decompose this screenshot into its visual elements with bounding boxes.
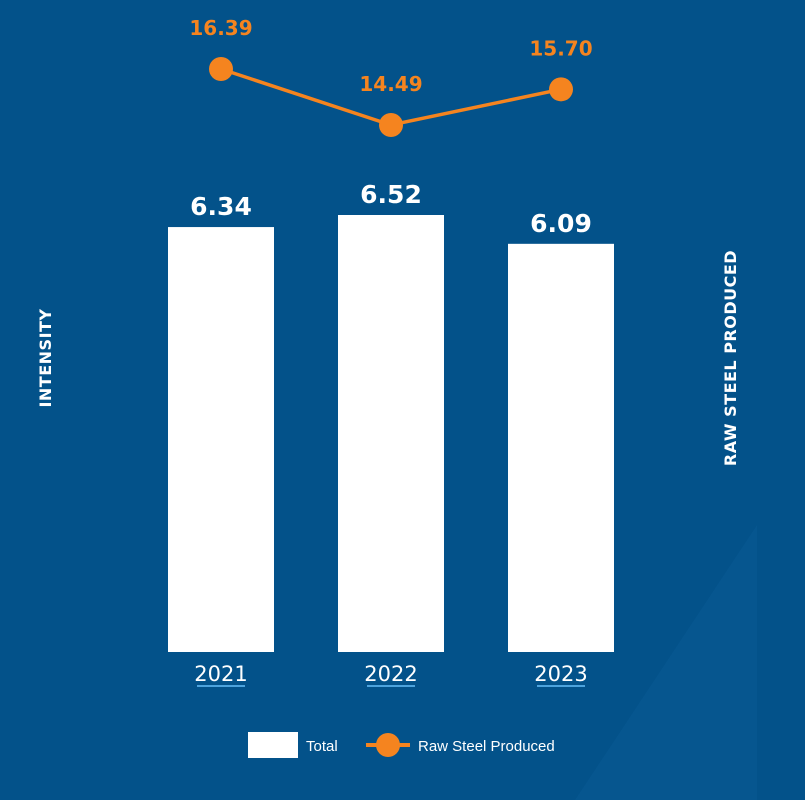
legend-label-total: Total [306,738,338,755]
line-value-label-2023: 15.70 [529,36,592,60]
bar-value-label-2021: 6.34 [190,192,252,221]
line-point-2021 [209,57,233,81]
bar-2022 [338,215,444,652]
bar-value-label-2023: 6.09 [530,209,592,238]
category-label-2021: 2021 [194,662,247,686]
y-axis-title: INTENSITY [36,308,55,407]
bar-2021 [168,227,274,652]
bar-value-labels: 6.34 6.52 6.09 [190,180,592,238]
line-point-2023 [549,77,573,102]
background-shape [575,525,757,800]
legend-label-raw-steel: Raw Steel Produced [418,738,555,755]
line-value-labels: 16.39 14.49 15.70 [189,16,592,96]
legend-swatch-marker [376,733,400,757]
line-series [209,57,573,137]
legend: Total Raw Steel Produced [248,732,555,758]
line-value-label-2021: 16.39 [189,16,252,40]
y2-axis-title: RAW STEEL PRODUCED [721,250,740,466]
category-label-2022: 2022 [364,662,417,686]
line-value-label-2022: 14.49 [359,72,422,96]
bar-2023 [508,243,614,652]
category-labels: 2021 2022 2023 [194,662,588,687]
bar-series [168,215,614,652]
line-point-2022 [379,113,403,137]
category-label-2023: 2023 [534,662,587,686]
legend-swatch-total [248,732,298,758]
bar-value-label-2022: 6.52 [360,180,422,209]
